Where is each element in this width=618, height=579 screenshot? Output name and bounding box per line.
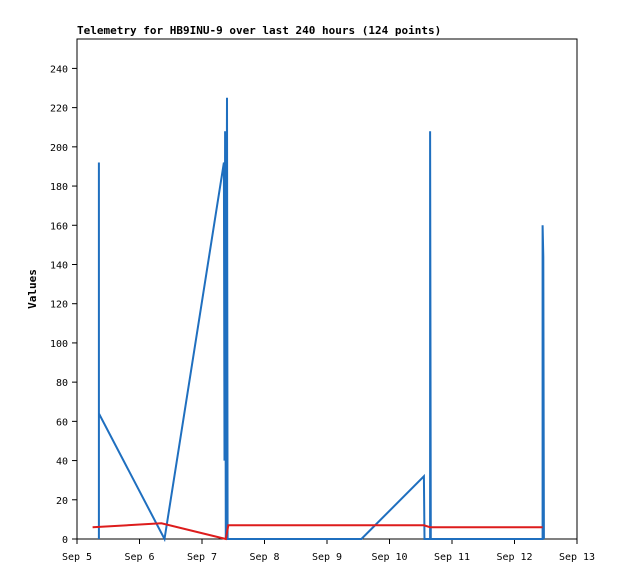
y-tick-label: 0 (62, 535, 68, 546)
x-tick-label: Sep 9 (312, 552, 342, 563)
y-tick-label: 140 (50, 260, 68, 271)
x-tick-label: Sep 5 (62, 552, 92, 563)
y-tick-label: 100 (50, 339, 68, 350)
series-layer (92, 97, 545, 543)
x-tick-label: Sep 11 (434, 552, 470, 563)
x-tick-label: Sep 10 (371, 552, 407, 563)
y-tick-label: 160 (50, 221, 68, 232)
y-axis: 0 20 40 60 80 100 120 140 160 180 200 220 240 (50, 64, 77, 546)
y-tick-label: 120 (50, 300, 68, 311)
y-tick-label: 40 (56, 457, 68, 468)
y-tick-label: 240 (50, 64, 68, 75)
series-line-1 (97, 97, 545, 543)
series-line-2 (92, 522, 543, 541)
y-tick-label: 80 (56, 378, 68, 389)
y-tick-label: 220 (50, 104, 68, 115)
x-tick-label: Sep 12 (496, 552, 532, 563)
plot-frame (76, 38, 578, 540)
chart-title: Telemetry for HB9INU-9 over last 240 hou… (77, 24, 441, 37)
y-tick-label: 20 (56, 496, 68, 507)
y-tick-label: 60 (56, 417, 68, 428)
x-axis: Sep 5 Sep 6 Sep 7 Sep 8 Sep 9 Sep 10 Sep 11 Sep… (62, 539, 595, 563)
y-axis-label: Values (26, 269, 39, 309)
y-tick-label: 200 (50, 143, 68, 154)
x-tick-label: Sep 8 (249, 552, 279, 563)
x-tick-label: Sep 7 (187, 552, 217, 563)
x-tick-label: Sep 13 (559, 552, 595, 563)
x-tick-label: Sep 6 (124, 552, 154, 563)
y-tick-label: 180 (50, 182, 68, 193)
